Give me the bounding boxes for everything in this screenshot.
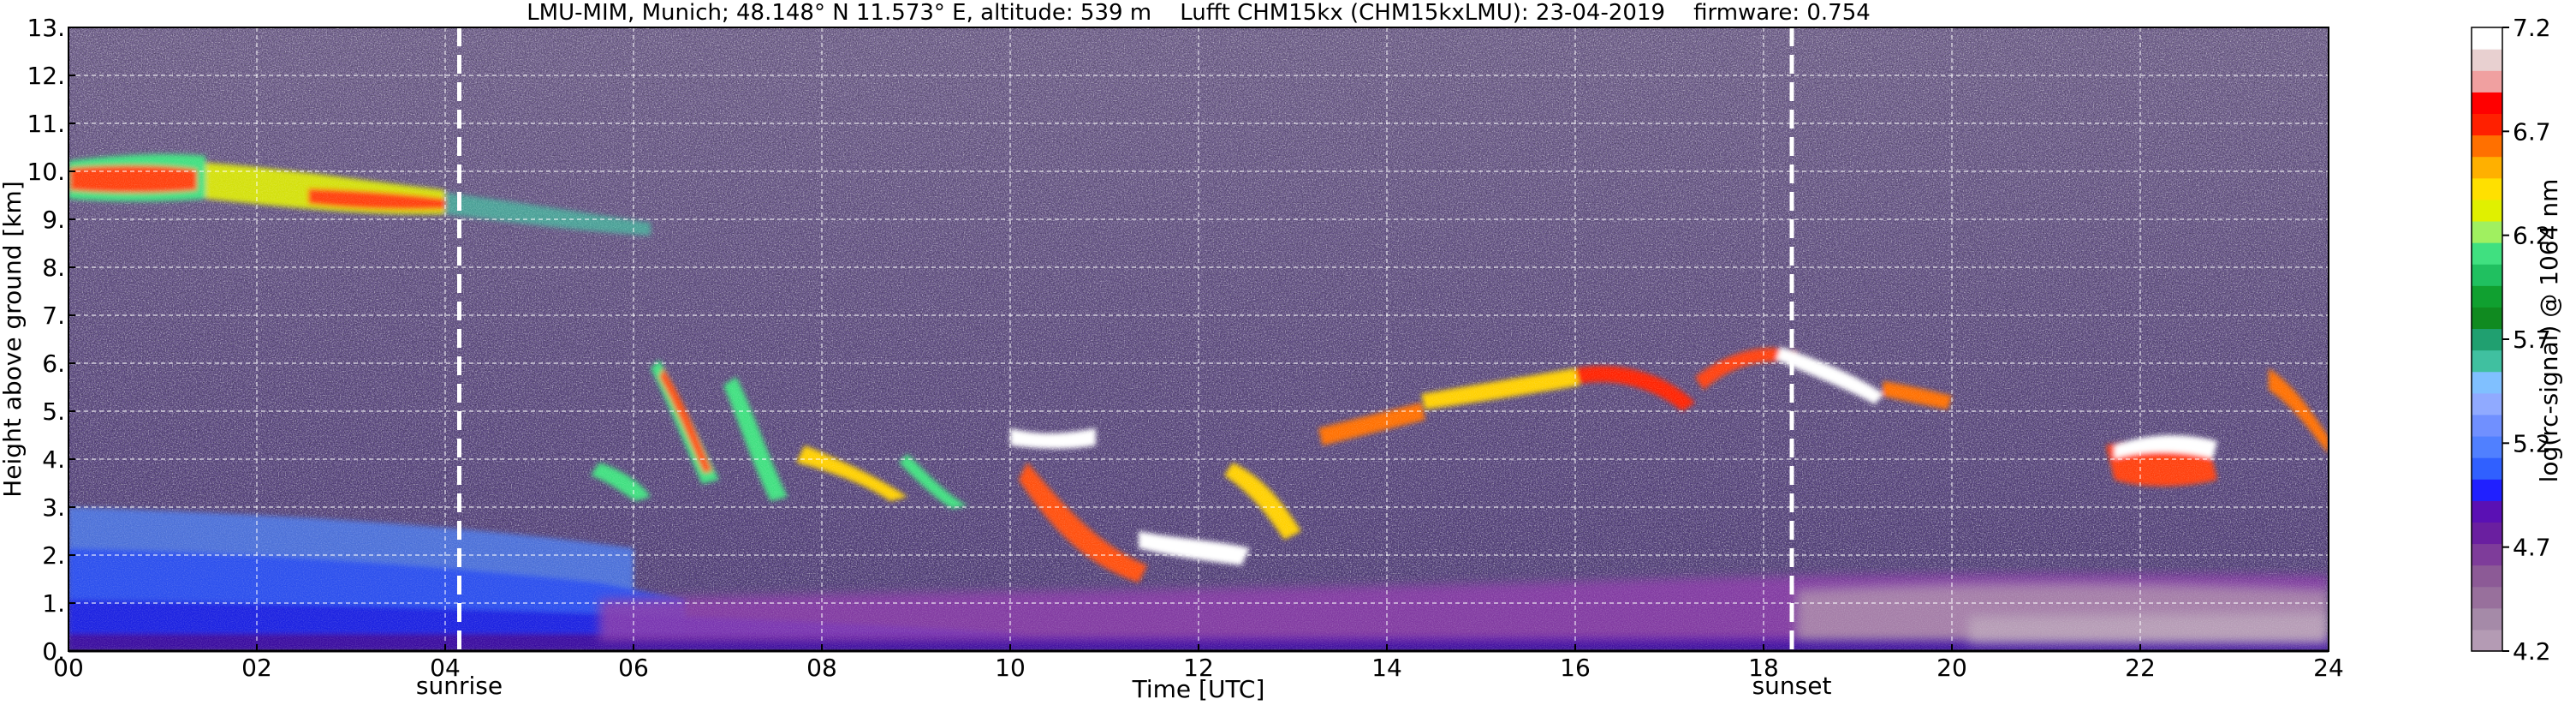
colorbar-tick-label: 6.7 [2513, 117, 2551, 146]
y-tick-label: 2. [42, 541, 65, 570]
colorbar-segment [2472, 392, 2502, 415]
y-tick-label: 13. [27, 14, 65, 42]
colorbar-segment [2472, 134, 2502, 158]
x-tick-label: 16 [1560, 654, 1591, 682]
heatmap-image [68, 27, 2329, 651]
x-axis-label: Time [UTC] [1132, 675, 1265, 703]
x-tick-label: 18 [1748, 654, 1779, 682]
y-tick-label: 6. [42, 350, 65, 378]
colorbar-segment [2472, 242, 2502, 265]
colorbar: 4.2 4.7 5.2 5.7 6.2 6.7 7.2 [2471, 14, 2551, 666]
colorbar-label: log(rc-signal) @ 1064 nm [2535, 179, 2563, 483]
x-tick-label: 10 [995, 654, 1026, 682]
event-label-sunrise: sunrise [416, 672, 503, 700]
x-tick-label: 14 [1371, 654, 1402, 682]
colorbar-segment [2472, 285, 2502, 308]
event-label-sunset: sunset [1752, 672, 1832, 700]
y-tick-label: 8. [42, 254, 65, 282]
colorbar-segment [2472, 350, 2502, 373]
colorbar-segment [2472, 500, 2502, 523]
x-tick-label: 20 [1936, 654, 1967, 682]
x-tick-label: 02 [241, 654, 272, 682]
colorbar-segment [2472, 220, 2502, 243]
colorbar-segment [2472, 27, 2502, 50]
colorbar-segment [2472, 177, 2502, 200]
colorbar-segment [2472, 199, 2502, 222]
colorbar-segment [2472, 543, 2502, 566]
colorbar-segment [2472, 156, 2502, 179]
x-tick-label: 04 [430, 654, 461, 682]
colorbar-segment [2472, 92, 2502, 115]
colorbar-segment [2472, 414, 2502, 437]
colorbar-segment [2472, 586, 2502, 609]
colorbar-segment [2472, 113, 2502, 136]
x-axis-ticks: 00 02 04 06 08 10 12 14 16 18 20 22 24 [53, 644, 2344, 682]
colorbar-segment [2472, 49, 2502, 71]
x-tick-label: 24 [2313, 654, 2344, 682]
colorbar-tick-label: 4.7 [2513, 534, 2551, 562]
colorbar-segment [2472, 607, 2502, 630]
colorbar-segment [2472, 565, 2502, 588]
y-tick-label: 10. [27, 158, 65, 186]
y-tick-label: 0. [42, 637, 65, 666]
y-tick-label: 3. [42, 493, 65, 522]
x-tick-label: 12 [1183, 654, 1214, 682]
colorbar-segment [2472, 629, 2502, 652]
colorbar-tick-label: 7.2 [2513, 14, 2551, 42]
y-tick-label: 12. [27, 62, 65, 90]
y-tick-label: 9. [42, 206, 65, 234]
colorbar-segment [2472, 457, 2502, 480]
colorbar-segment [2472, 522, 2502, 545]
colorbar-tick-label: 6.2 [2513, 222, 2551, 250]
y-axis-label: Height above ground [km] [0, 181, 27, 498]
y-tick-label: 1. [42, 589, 65, 618]
colorbar-segment [2472, 435, 2502, 458]
grid-lines [68, 27, 2329, 651]
event-labels: sunrise sunset [416, 672, 1832, 700]
colorbar-segment [2472, 307, 2502, 330]
colorbar-segment [2472, 264, 2502, 286]
colorbar-segment [2472, 70, 2502, 93]
y-tick-label: 11. [27, 110, 65, 138]
colorbar-segment [2472, 328, 2502, 351]
colorbar-tick-label: 4.2 [2513, 637, 2551, 666]
y-axis-ticks: 0. 1. 2. 3. 4. 5. 6. 7. 8. 9. 10. 11. 12. 13. [27, 14, 75, 666]
colorbar-tick-label: 5.7 [2513, 326, 2551, 354]
x-tick-label: 22 [2125, 654, 2156, 682]
colorbar-segment [2472, 479, 2502, 501]
colorbar-segment [2472, 371, 2502, 394]
y-tick-label: 4. [42, 445, 65, 474]
chart-title: LMU-MIM, Munich; 48.148° N 11.573° E, al… [527, 0, 1871, 26]
y-tick-label: 7. [42, 302, 65, 330]
event-lines [457, 27, 1794, 651]
x-tick-label: 06 [618, 654, 649, 682]
x-tick-label: 08 [806, 654, 837, 682]
y-tick-label: 5. [42, 397, 65, 426]
colorbar-tick-label: 5.2 [2513, 429, 2551, 457]
x-tick-label: 00 [53, 654, 84, 682]
